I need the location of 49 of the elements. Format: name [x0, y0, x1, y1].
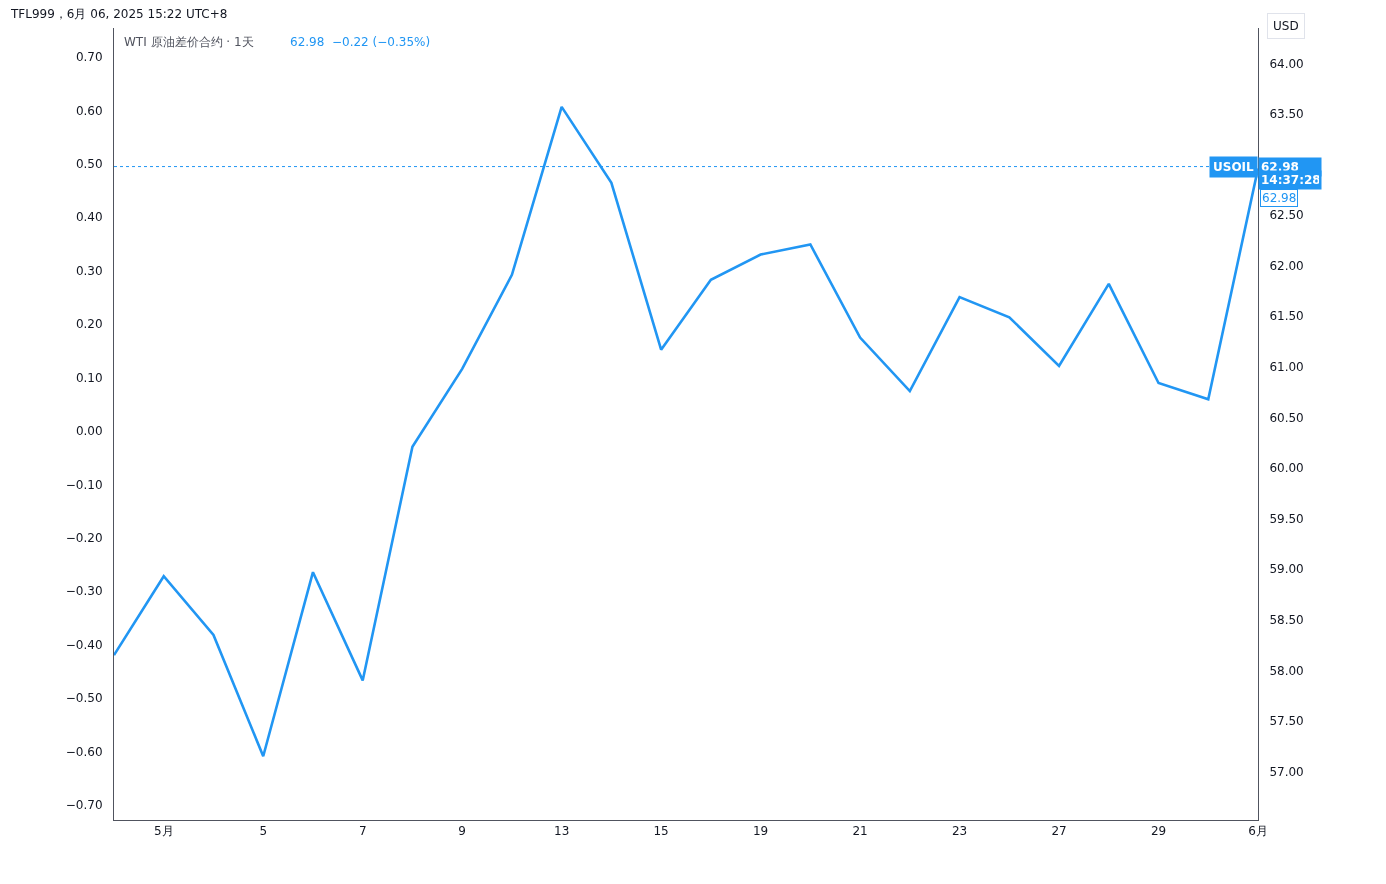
y2-tick-label: 57.50 — [1269, 714, 1304, 729]
y2-tick-label: 58.50 — [1269, 612, 1304, 627]
x-tick-label: 27 — [1051, 824, 1067, 839]
y2-tick-label: 63.50 — [1269, 107, 1304, 122]
y2-tick-label: 59.50 — [1269, 511, 1304, 526]
x-tick-label: 9 — [458, 824, 466, 839]
x-tick-label: 23 — [951, 824, 968, 839]
y2-axis-title: USD — [1273, 19, 1299, 33]
y2-tick-label: 58.00 — [1269, 663, 1304, 678]
y-tick-label: 0.60 — [75, 103, 103, 118]
y2-tick-label: 62.50 — [1269, 208, 1304, 223]
x-tick-label: 5月 — [153, 824, 174, 839]
x-tick-label: 5 — [259, 824, 268, 839]
y2-tick-label: 60.50 — [1269, 410, 1304, 425]
y-tick-label: 0.00 — [75, 424, 103, 439]
y-tick-label: 0.50 — [75, 156, 103, 171]
text: 62.98 −0.22 (−0.35%) — [290, 35, 431, 49]
y2-tick-label: 60.00 — [1269, 461, 1304, 476]
y-tick-label: −0.70 — [65, 798, 103, 813]
y-tick-label: −0.10 — [65, 477, 103, 492]
y2-tick-label: 59.00 — [1269, 562, 1304, 577]
text: 14:37:28 — [1261, 173, 1321, 187]
y-tick-label: 0.20 — [75, 317, 103, 332]
y-tick-label: 0.10 — [75, 370, 103, 385]
text: 62.98 — [1261, 160, 1299, 174]
y-tick-label: −0.30 — [65, 584, 103, 599]
text: 62.98 — [1262, 191, 1297, 205]
y2-tick-label: 61.50 — [1269, 309, 1304, 324]
y2-tick-label: 64.00 — [1269, 56, 1304, 71]
x-tick-label: 19 — [752, 824, 769, 839]
y-tick-label: 0.30 — [75, 263, 103, 278]
y2-tick-label: 57.00 — [1269, 764, 1304, 779]
text: TFL999，6月 06, 2025 15:22 UTC+8 — [10, 7, 228, 21]
ref-line-label: USOIL — [1213, 160, 1255, 174]
y-tick-label: −0.40 — [65, 637, 103, 652]
x-tick-label: 21 — [852, 824, 868, 839]
x-tick-label: 7 — [358, 824, 367, 839]
x-tick-label: 29 — [1150, 824, 1167, 839]
y-tick-label: −0.60 — [65, 744, 103, 759]
x-tick-label: 6月 — [1248, 824, 1268, 839]
y2-tick-label: 62.00 — [1269, 258, 1304, 273]
y2-tick-label: 61.00 — [1269, 360, 1304, 375]
y-tick-label: −0.20 — [65, 531, 103, 546]
text: WTI 原油差价合约 · 1天 — [124, 35, 254, 49]
x-tick-label: 13 — [554, 824, 570, 839]
x-tick-label: 15 — [653, 824, 669, 839]
y-tick-label: 0.40 — [75, 210, 103, 225]
y-tick-label: −0.50 — [65, 691, 103, 706]
y-tick-label: 0.70 — [75, 50, 103, 65]
